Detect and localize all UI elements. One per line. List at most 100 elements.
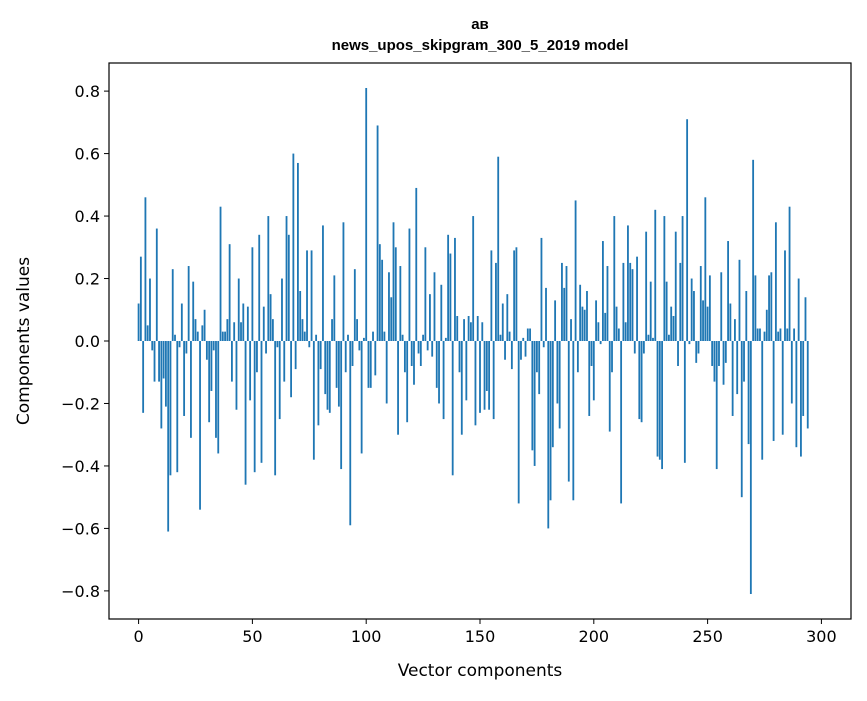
bar [638,341,641,420]
bar [167,341,170,532]
bar [219,206,222,341]
bar [576,341,579,373]
bar [164,341,167,407]
bar [752,159,755,341]
bar [759,328,761,341]
bar [349,341,352,526]
chart-title: ав [471,16,489,33]
bar [192,281,195,341]
bar [269,294,272,341]
bar [278,341,281,420]
bar [765,309,768,341]
bar [774,222,777,341]
bar [495,262,497,341]
bar [743,341,745,382]
bar [804,297,807,341]
bar [652,337,654,341]
y-tick-label: 0.6 [75,145,100,164]
bar [681,216,684,341]
bar [531,341,534,451]
bar [137,303,140,341]
bar [283,341,286,382]
bar [795,341,798,448]
bar [474,341,477,426]
bar [190,341,192,438]
bar [636,256,638,341]
bar [624,322,627,341]
bar [171,269,174,341]
bar [158,341,160,382]
bar [465,341,468,401]
bar [463,319,465,341]
bar [535,341,538,373]
bar [786,328,789,341]
bar [745,291,748,341]
bar [144,197,147,341]
bar [704,197,707,341]
bar [554,300,557,341]
bar [729,303,732,341]
bar [542,341,545,348]
y-tick-label: −0.4 [61,457,100,476]
bar [663,216,666,341]
bar [374,341,377,376]
bar [797,278,800,341]
bar [686,119,689,341]
bar [504,341,506,360]
y-tick-label: −0.8 [61,582,100,601]
bar [408,228,411,341]
bar [679,262,682,341]
bar [715,341,718,470]
bar [604,312,607,341]
bar [695,341,698,363]
bar [731,341,734,416]
bar [410,341,413,366]
bar [208,341,211,423]
bar [335,341,338,388]
bar [713,341,716,382]
bar [529,328,531,341]
bar [501,303,504,341]
bar [583,309,586,341]
bar [747,341,750,445]
bar [287,234,290,341]
bar [337,341,340,407]
bar [533,341,536,466]
bar [369,341,372,388]
bar [627,225,629,341]
bar [224,331,226,341]
bar [522,337,525,341]
bar [508,331,511,341]
bar [253,341,256,473]
bar [690,278,693,341]
bar [292,153,295,341]
bar [347,334,349,341]
bar [708,275,711,341]
bar [563,287,566,341]
bar [640,341,643,423]
x-tick-label: 200 [579,627,610,646]
bar [727,241,729,341]
bar [331,319,333,341]
y-axis-label: Components values [14,257,34,425]
bar [415,187,418,341]
bar [779,328,782,341]
chart-subtitle: news_upos_skipgram_300_5_2019 model [332,37,629,54]
bar [317,341,320,426]
bar [417,341,420,354]
bar [376,125,379,341]
x-tick-label: 250 [692,627,723,646]
bar [344,341,347,373]
bar [162,341,165,379]
bar [699,266,702,341]
bar [602,241,604,341]
bar [561,262,563,341]
bar [176,341,179,473]
bar [451,341,454,476]
bar [228,244,231,341]
bar [615,306,618,341]
bar [285,216,288,341]
bar [306,250,308,341]
